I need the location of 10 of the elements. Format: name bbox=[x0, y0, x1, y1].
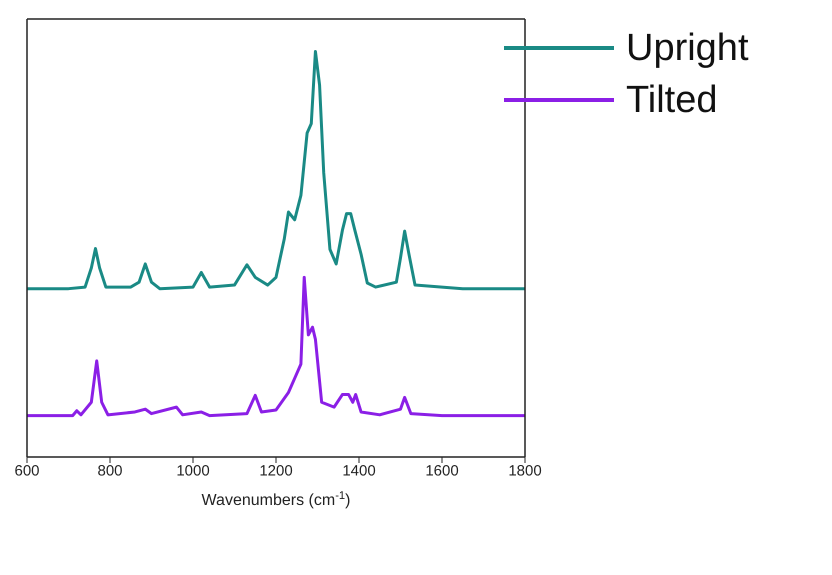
x-axis-title: Wavenumbers (cm$^{-1}$) bbox=[202, 490, 350, 509]
x-tick-label: 1400 bbox=[342, 462, 376, 480]
x-tick-label: 1000 bbox=[176, 462, 210, 480]
x-tick-label: 800 bbox=[97, 462, 123, 480]
x-tick-label: 1800 bbox=[508, 462, 542, 480]
x-tick-label: 1600 bbox=[425, 462, 459, 480]
legend-label: Upright bbox=[626, 26, 748, 70]
x-tick-label: 1200 bbox=[259, 462, 293, 480]
legend-label: Tilted bbox=[626, 78, 718, 122]
x-tick-label: 600 bbox=[14, 462, 40, 480]
